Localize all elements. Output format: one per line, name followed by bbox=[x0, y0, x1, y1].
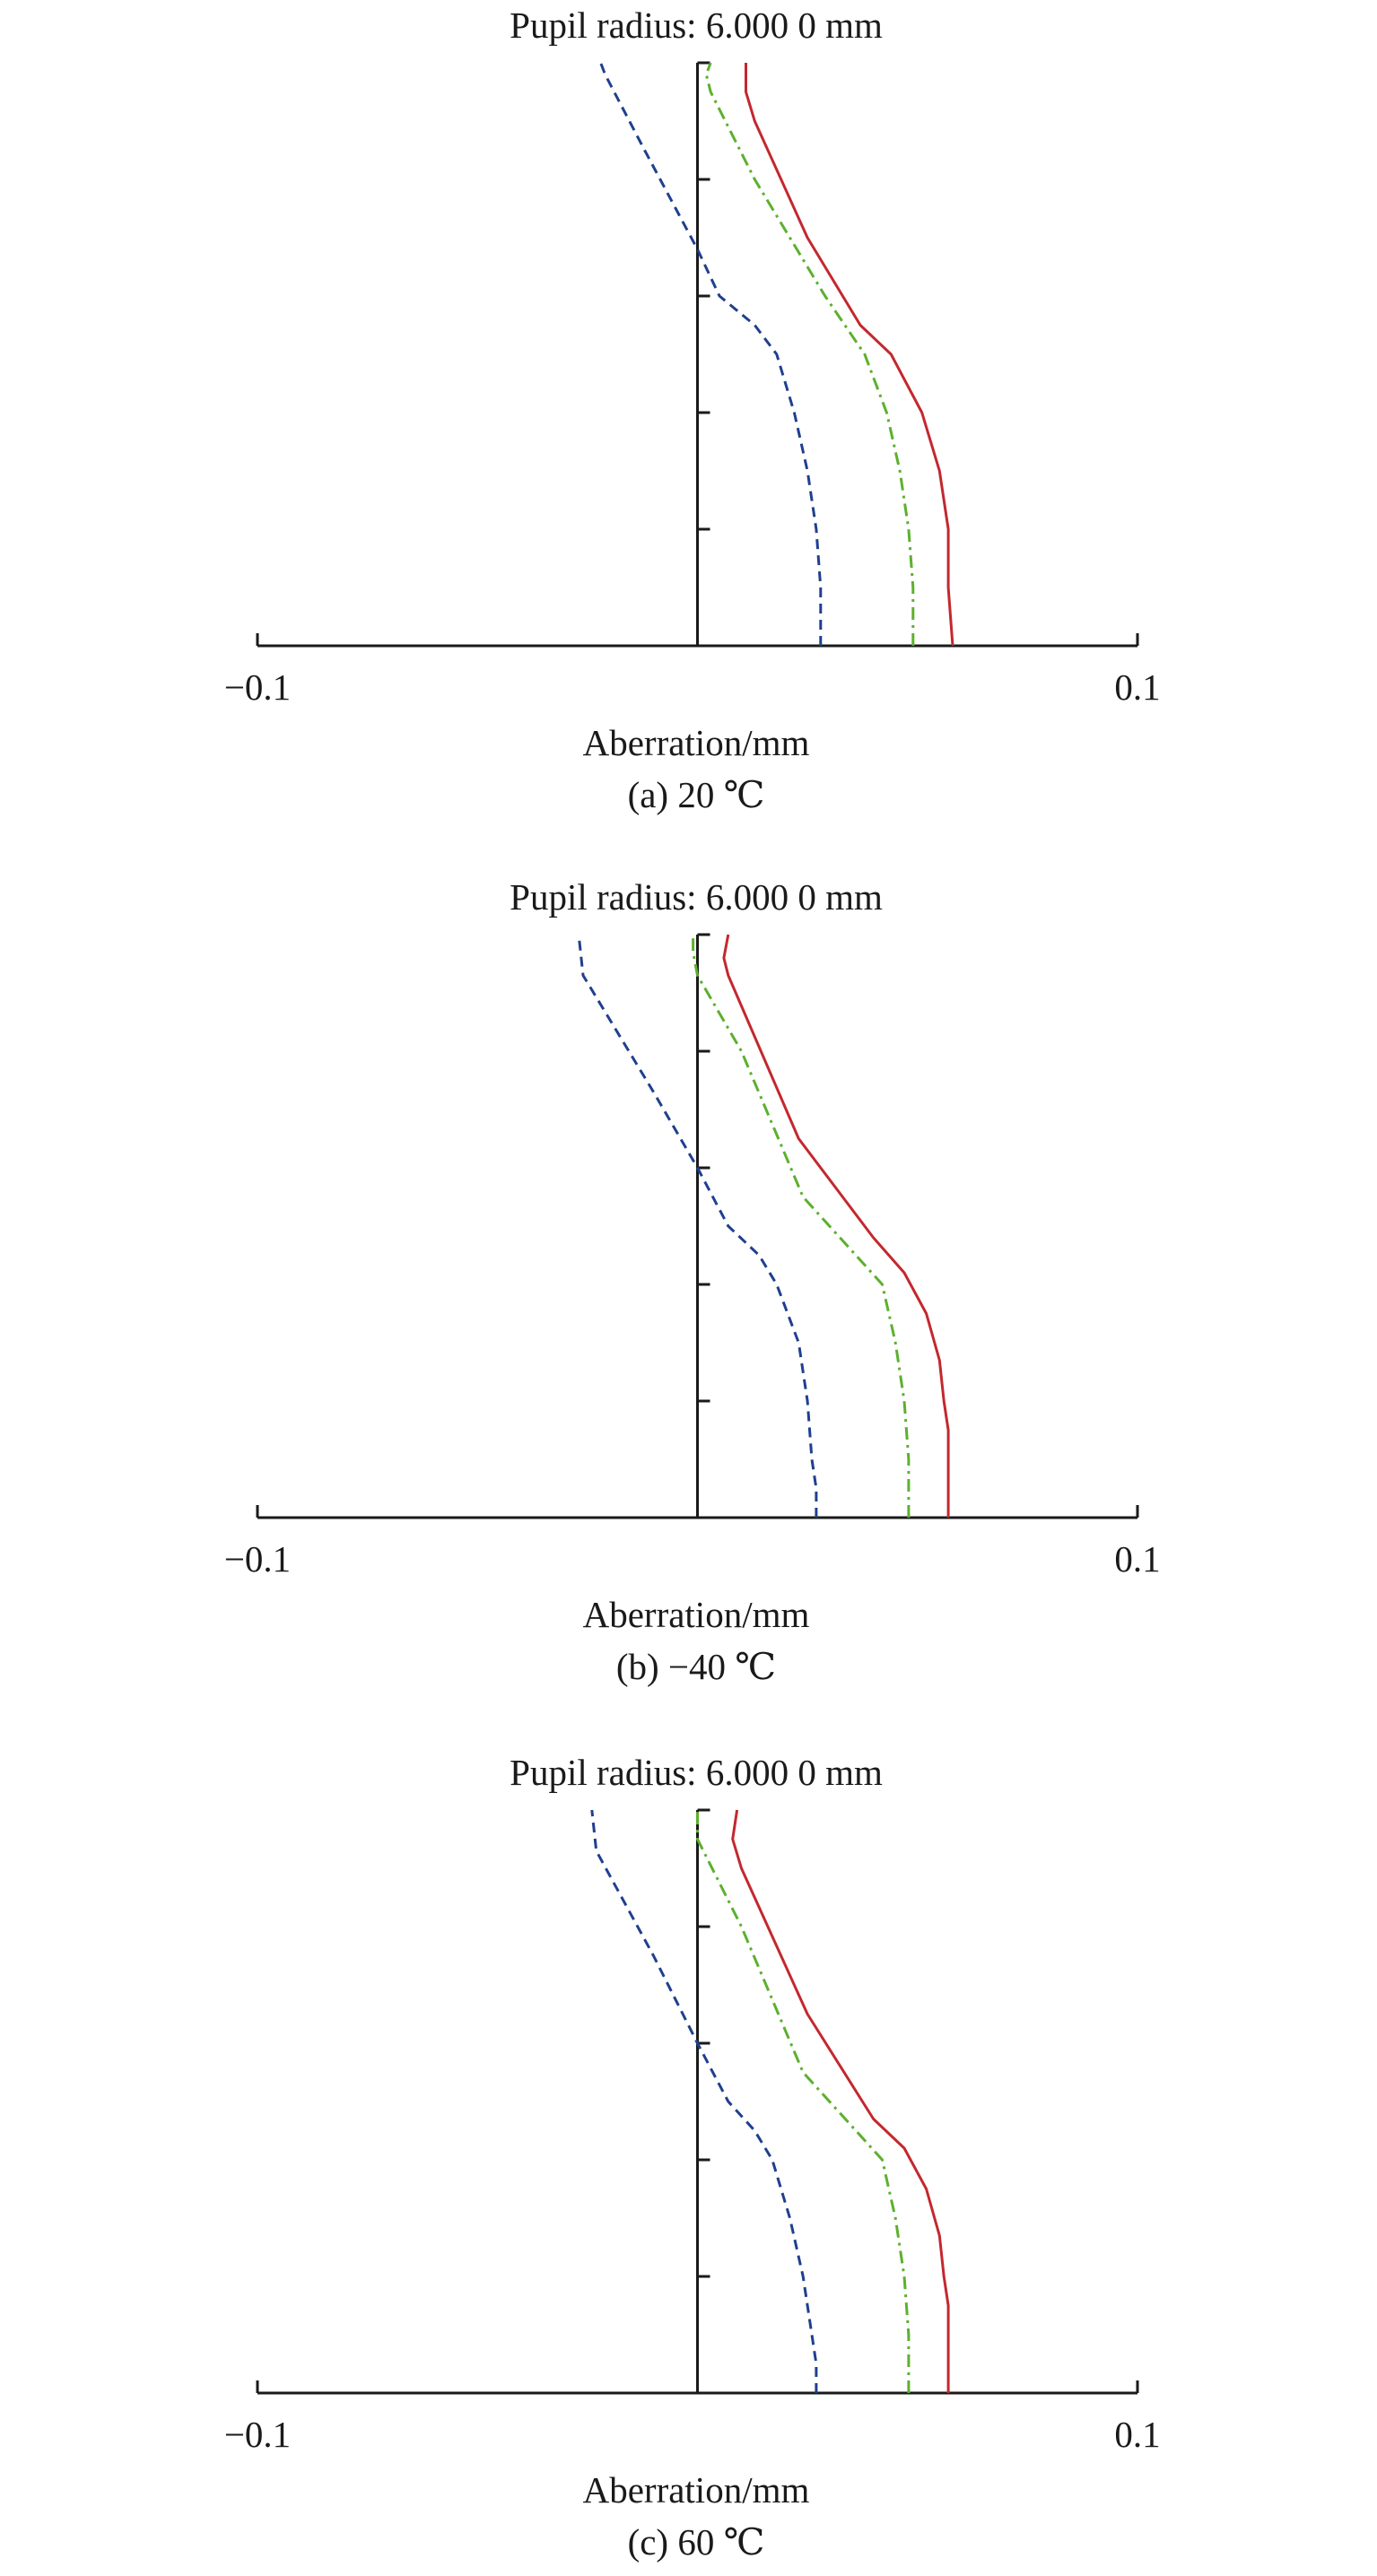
x-tick-label: −0.1 bbox=[224, 1538, 291, 1580]
chart-title: Pupil radius: 6.000 0 mm bbox=[510, 876, 883, 918]
series-line-red bbox=[731, 1809, 950, 2393]
x-axis-label: Aberration/mm bbox=[583, 722, 810, 763]
series-line-red bbox=[745, 63, 954, 647]
panel-caption: (a) 20 ℃ bbox=[628, 774, 765, 815]
chart-panel-c: Pupil radius: 6.000 0 mm Aberration/mm (… bbox=[224, 1752, 1161, 2563]
x-tick-label: 0.1 bbox=[1114, 2414, 1160, 2455]
series-line-blue bbox=[599, 62, 823, 646]
x-tick-label: −0.1 bbox=[224, 666, 291, 708]
series-line-green bbox=[704, 62, 915, 646]
series-line-green bbox=[692, 935, 911, 1518]
chart-panel-b: Pupil radius: 6.000 0 mm Aberration/mm (… bbox=[224, 876, 1161, 1687]
chart-panel-a: Pupil radius: 6.000 0 mm Aberration/mm (… bbox=[224, 4, 1161, 815]
series-line-blue bbox=[590, 1809, 818, 2393]
chart-title: Pupil radius: 6.000 0 mm bbox=[510, 4, 883, 46]
x-tick-label: −0.1 bbox=[224, 2414, 291, 2455]
x-tick-label: 0.1 bbox=[1114, 1538, 1160, 1580]
x-axis-label: Aberration/mm bbox=[583, 2469, 810, 2511]
series-line-red bbox=[722, 934, 950, 1518]
x-axis-label: Aberration/mm bbox=[583, 1594, 810, 1635]
series-line-green bbox=[696, 1810, 911, 2393]
panel-caption: (c) 60 ℃ bbox=[628, 2521, 765, 2563]
chart-title: Pupil radius: 6.000 0 mm bbox=[510, 1752, 883, 1793]
panel-caption: (b) −40 ℃ bbox=[616, 1646, 776, 1687]
series-line-blue bbox=[577, 934, 818, 1518]
x-tick-label: 0.1 bbox=[1114, 666, 1160, 708]
